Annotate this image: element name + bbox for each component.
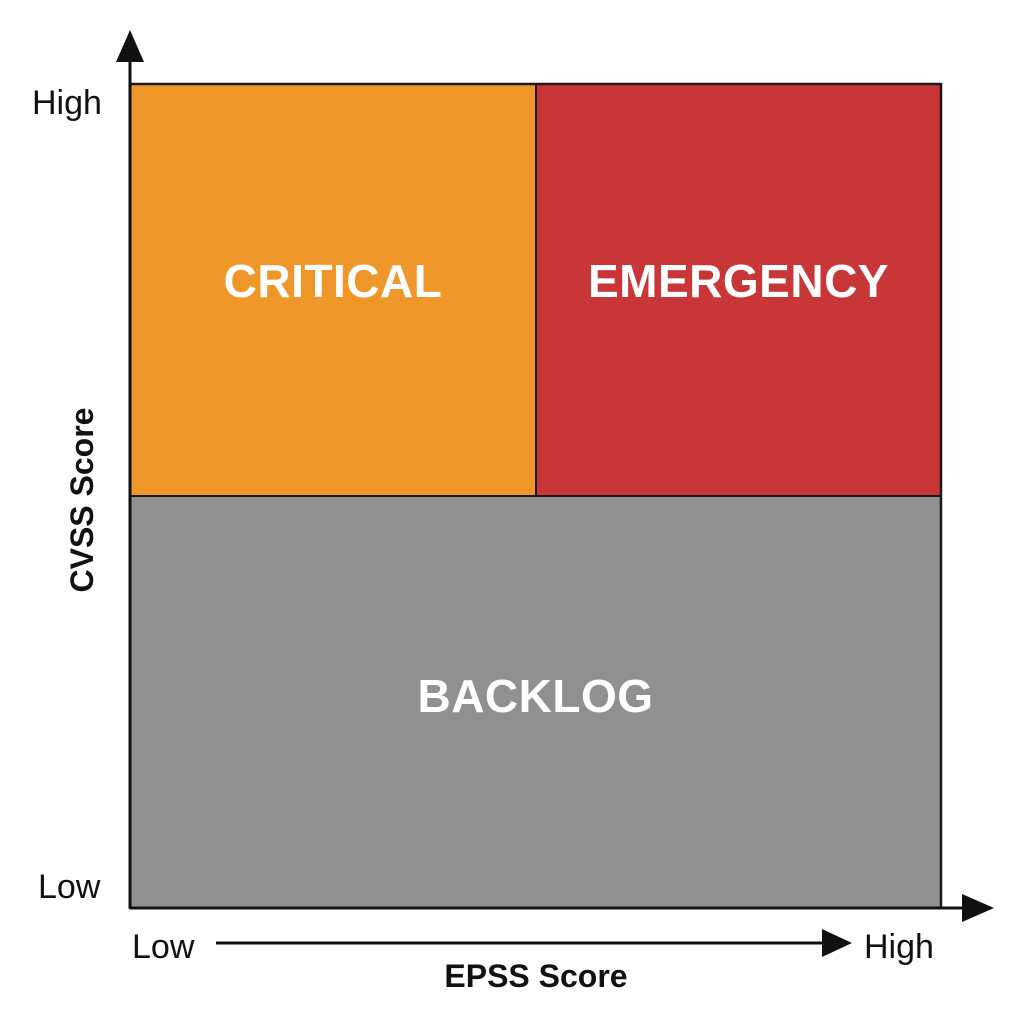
emergency-quadrant: EMERGENCY — [536, 84, 941, 496]
backlog-label: BACKLOG — [417, 670, 654, 722]
x-axis-arrowhead — [962, 894, 994, 922]
y-axis-title: CVSS Score — [64, 407, 100, 593]
critical-label: CRITICAL — [223, 255, 443, 307]
y-axis-arrowhead — [116, 30, 144, 62]
x-axis-title: EPSS Score — [444, 958, 628, 994]
y-low-label: Low — [38, 868, 101, 906]
emergency-label: EMERGENCY — [588, 255, 889, 307]
epss-direction-arrowhead — [822, 929, 852, 957]
y-high-label: High — [32, 84, 102, 122]
x-high-label: High — [864, 928, 934, 966]
critical-quadrant: CRITICAL — [130, 84, 536, 496]
x-low-label: Low — [132, 928, 195, 966]
backlog-region: BACKLOG — [130, 496, 941, 908]
